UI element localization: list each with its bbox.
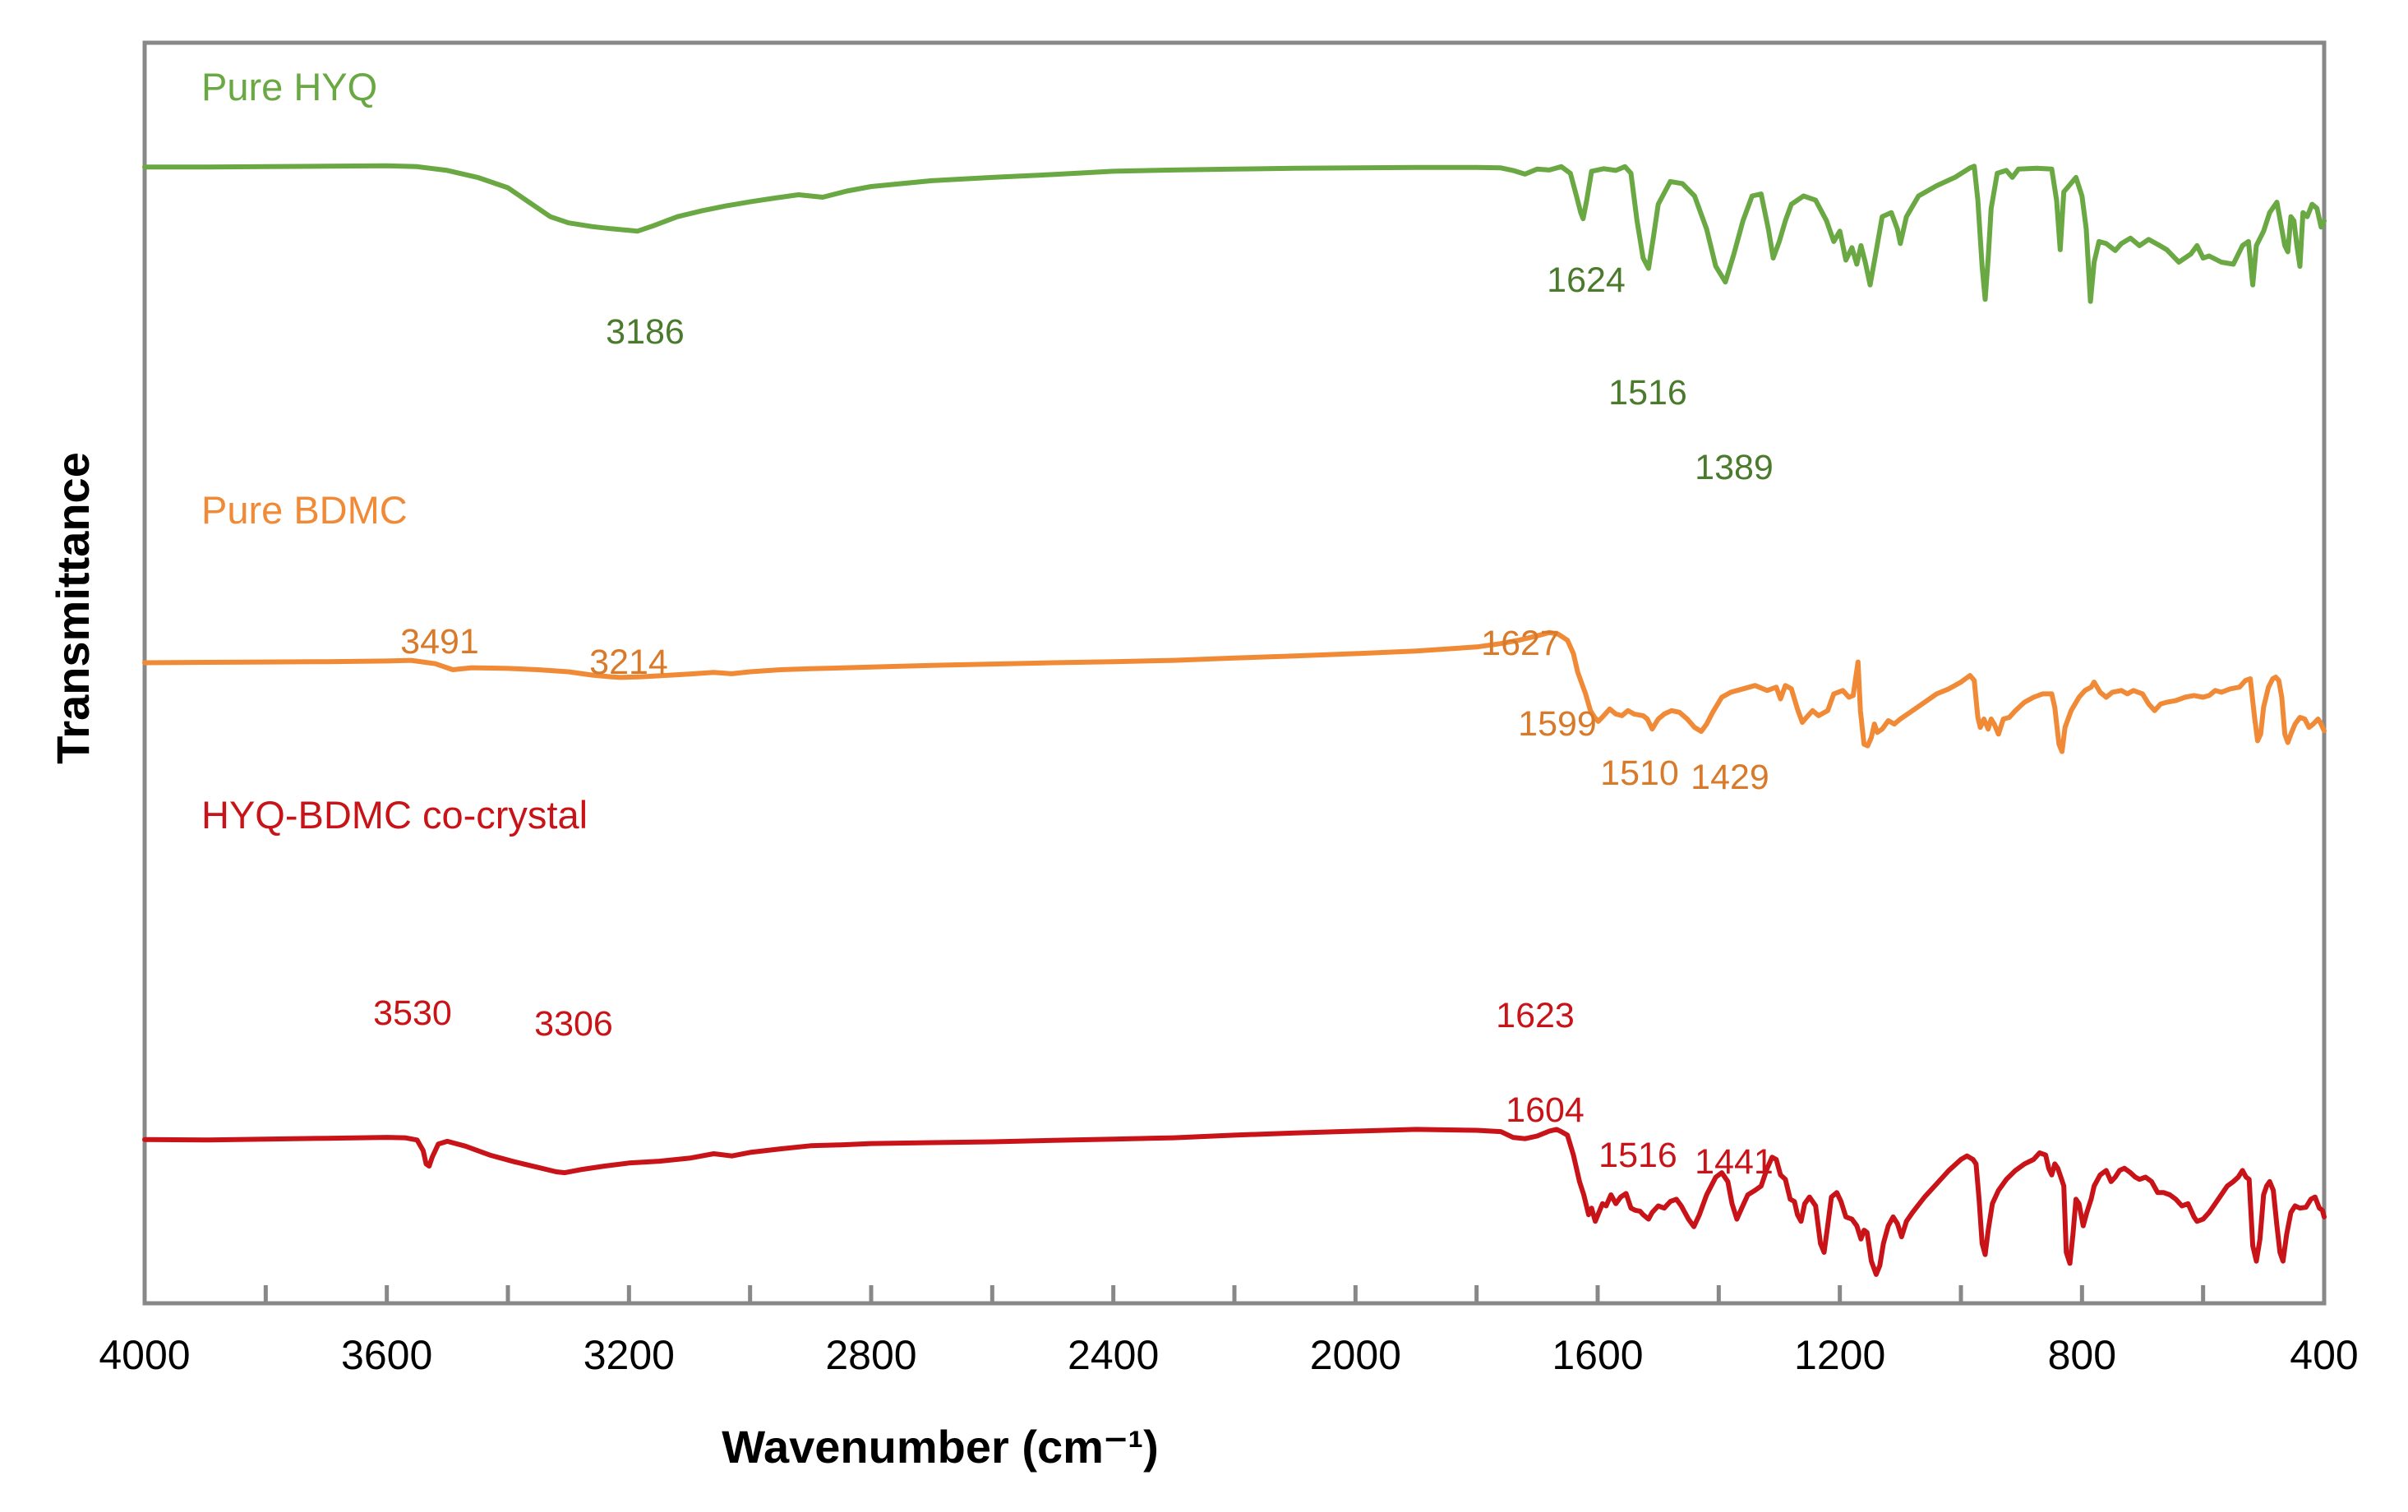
peak-label-1599: 1599 [1518,704,1597,744]
x-tick-label-1200: 1200 [1794,1332,1885,1378]
series-lines [142,163,2327,1277]
x-tick-label-2000: 2000 [1310,1332,1401,1378]
x-tick-label-3600: 3600 [341,1332,432,1378]
peak-label-3186: 3186 [606,312,685,352]
x-tick-label-4000: 4000 [99,1332,190,1378]
x-tick-label-400: 400 [2290,1332,2358,1378]
series-line-pure-bdmc [142,629,2327,754]
series-label-hyq-bdmc-co-crystal: HYQ-BDMC co-crystal [201,793,588,837]
series-label-pure-hyq: Pure HYQ [201,65,377,108]
peak-label-1624: 1624 [1547,260,1626,300]
peak-label-3491: 3491 [400,622,479,662]
peak-label-1604: 1604 [1506,1090,1585,1130]
peak-label-1516: 1516 [1608,373,1687,413]
series-label-pure-bdmc: Pure BDMC [201,488,408,532]
x-tick-label-2800: 2800 [825,1332,916,1378]
x-tick-label-2400: 2400 [1068,1332,1159,1378]
peak-label-3306: 3306 [534,1004,613,1044]
peak-label-3530: 3530 [373,993,452,1033]
peak-label-1623: 1623 [1496,996,1575,1035]
peak-label-1389: 1389 [1695,448,1774,487]
peak-label-3214: 3214 [589,643,668,682]
x-tick-label-3200: 3200 [584,1332,675,1378]
peak-label-1441: 1441 [1695,1142,1774,1182]
x-tick-label-1600: 1600 [1552,1332,1643,1378]
peak-label-1429: 1429 [1691,758,1769,797]
peak-label-1516: 1516 [1598,1136,1677,1175]
peak-label-1627: 1627 [1481,624,1560,663]
x-axis-ticks [142,1285,2327,1303]
peak-label-1510: 1510 [1600,754,1679,793]
x-axis-title: Wavenumber (cm⁻¹) [722,1421,1159,1473]
series-line-pure-hyq [142,163,2327,304]
x-tick-label-800: 800 [2048,1332,2116,1378]
x-axis-tick-labels: 4000 3600 3200 2800 2400 2000 1600 1200 800 400 [99,1332,2358,1378]
y-axis-title: Transmittance [47,452,99,764]
series-line-hyq-bdmc-co-crystal [142,1127,2327,1277]
